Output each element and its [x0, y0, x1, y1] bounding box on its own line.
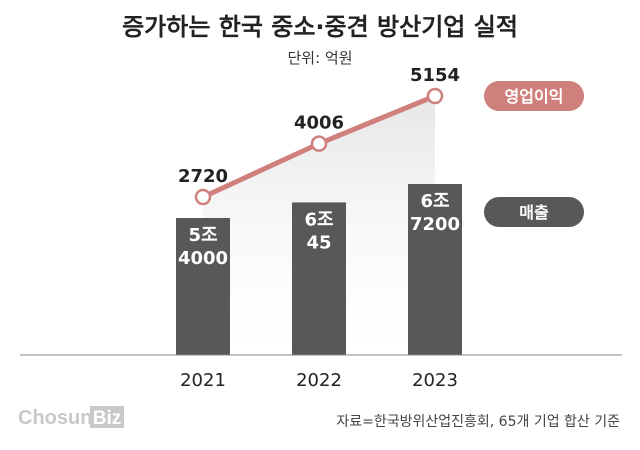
- legend-sales: 매출: [484, 197, 584, 227]
- legend-sales-swatch: [484, 197, 584, 227]
- legend-sales-label: 매출: [519, 203, 549, 222]
- profit-point-2023: [426, 87, 444, 105]
- source-note: 자료=한국방위산업진흥회, 65개 기업 합산 기준: [336, 414, 620, 430]
- sales-value-label-2022-1: 6조: [304, 209, 333, 230]
- x-tick-2022: 2022: [296, 370, 342, 391]
- sales-value-label-2021-1: 5조: [188, 225, 217, 246]
- sales-value-label-2021-2: 4000: [178, 248, 228, 269]
- sales-value-label-2023-2: 7200: [410, 214, 460, 235]
- chart-title: 증가하는 한국 중소·중견 방산기업 실적: [122, 13, 518, 41]
- profit-point-2022: [310, 135, 328, 152]
- sales-bar-2021: [176, 218, 230, 355]
- logo-text-chosun: Chosun: [18, 407, 92, 429]
- legend-profit: 영업이익: [484, 81, 584, 111]
- profit-value-label-2022: 4006: [294, 113, 344, 134]
- profit-value-label-2021: 2720: [178, 166, 228, 187]
- ticks-layer: 2021 2022 2023: [180, 370, 458, 391]
- unit-label: 단위: 억원: [287, 49, 352, 67]
- logo-text-biz: Biz: [93, 408, 122, 429]
- profit-point-2021: [194, 188, 212, 206]
- legend-profit-label: 영업이익: [505, 87, 564, 106]
- line-layer: 2720 4006 5154: [178, 65, 460, 206]
- logo-box: [90, 406, 124, 428]
- sales-value-label-2023-1: 6조: [420, 191, 449, 212]
- x-tick-2021: 2021: [180, 370, 226, 391]
- profit-value-label-2023: 5154: [410, 65, 460, 86]
- x-tick-2023: 2023: [412, 370, 458, 391]
- sales-bar-2022: [292, 202, 346, 355]
- sales-bar-2023: [408, 184, 462, 355]
- brand-logo: Chosun Biz: [18, 406, 124, 429]
- legend-profit-swatch: [484, 81, 584, 111]
- sales-value-label-2022-2: 45: [306, 232, 331, 253]
